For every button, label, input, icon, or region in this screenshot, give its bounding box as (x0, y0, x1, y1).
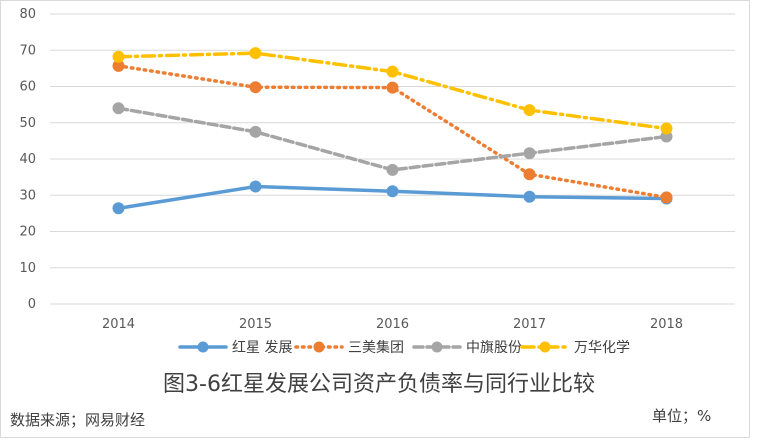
data-point-series-4 (112, 50, 125, 63)
y-tick-label: 50 (19, 116, 36, 131)
y-tick-label: 70 (19, 43, 36, 58)
y-tick-label: 60 (19, 80, 36, 95)
data-source-note: 数据来源；网易财经 (10, 411, 146, 429)
x-tick-label: 2017 (513, 317, 546, 332)
legend-label: 三美集团 (348, 339, 404, 356)
legend-marker-1 (197, 341, 209, 353)
data-point-series-4 (249, 47, 262, 60)
legend-label: 万华化学 (574, 340, 630, 356)
data-point-series-1 (523, 190, 536, 203)
data-point-series-3 (523, 147, 536, 160)
legend-marker-4 (539, 341, 551, 353)
data-point-series-1 (112, 202, 125, 215)
x-tick-label: 2018 (650, 317, 683, 332)
legend-label: 红星 发展 (232, 340, 292, 356)
legend-marker-3 (431, 341, 443, 353)
data-point-series-4 (660, 122, 673, 135)
data-point-series-1 (249, 180, 262, 193)
y-tick-label: 80 (19, 7, 36, 22)
y-tick-label: 20 (19, 225, 36, 240)
legend-label: 中旗股份 (466, 340, 522, 356)
x-tick-label: 2014 (102, 317, 135, 332)
data-point-series-2 (386, 81, 399, 94)
data-point-series-2 (523, 168, 536, 181)
data-point-series-2 (660, 191, 673, 204)
x-tick-label: 2016 (376, 317, 409, 332)
data-point-series-3 (249, 125, 262, 138)
y-tick-label: 30 (19, 188, 36, 203)
data-point-series-3 (112, 102, 125, 115)
chart-caption: 图3-6红星发展公司资产负债率与同行业比较 (163, 372, 595, 397)
y-tick-label: 0 (28, 297, 36, 312)
y-tick-label: 10 (19, 261, 36, 276)
legend-marker-2 (313, 341, 325, 353)
data-point-series-3 (386, 163, 399, 176)
chart-frame (0, 0, 750, 438)
x-tick-label: 2015 (239, 317, 272, 332)
data-point-series-4 (523, 104, 536, 117)
y-tick-label: 40 (19, 152, 36, 167)
data-point-series-4 (386, 65, 399, 78)
data-point-series-2 (249, 81, 262, 94)
unit-note: 单位；% (652, 407, 712, 425)
data-point-series-1 (386, 185, 399, 198)
